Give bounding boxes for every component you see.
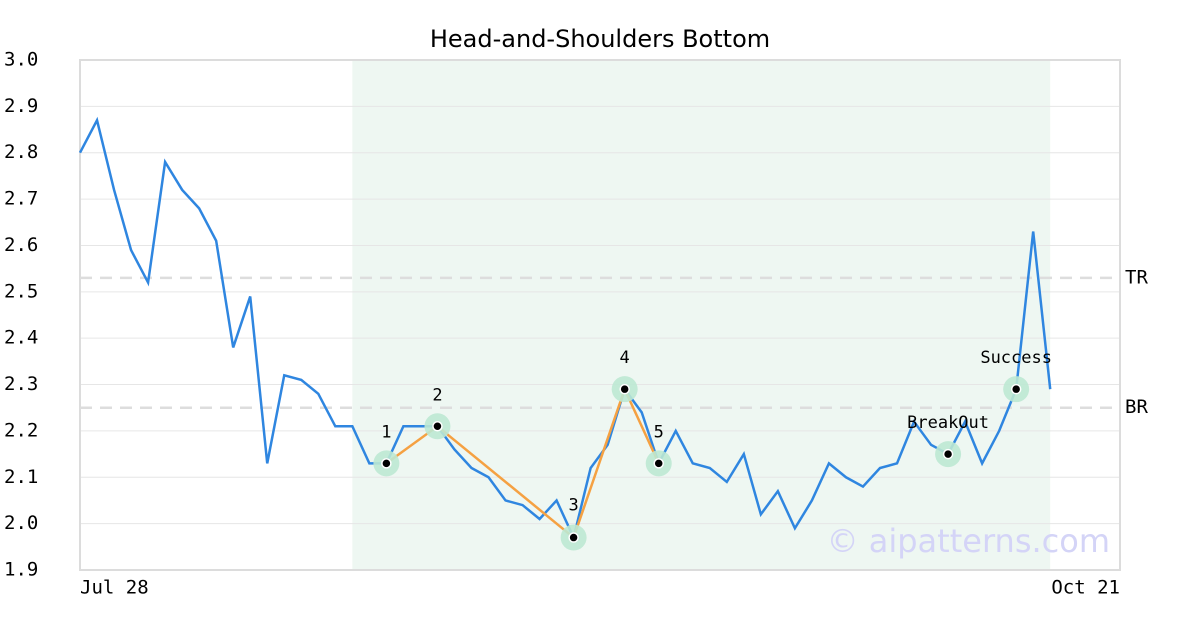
y-tick-label: 3.0 [4,49,38,71]
point-label: 3 [568,496,578,516]
level-label: BR [1125,396,1148,418]
y-tick-label: 2.6 [4,234,38,256]
point-marker [619,383,630,395]
x-tick-label: Oct 21 [1051,577,1120,599]
point-marker [1010,383,1022,395]
point-marker [381,458,392,469]
point-marker [653,458,664,469]
level-label: TR [1125,266,1148,288]
chart-title: Head-and-Shoulders Bottom [430,25,770,53]
x-tick-label: Jul 28 [80,577,149,599]
point-marker [942,448,954,460]
y-tick-label: 1.9 [4,559,38,581]
y-tick-label: 2.4 [4,327,38,349]
point-label: 1 [381,422,391,442]
y-tick-label: 2.2 [4,419,38,441]
point-label: 5 [654,422,664,442]
point-label: 4 [620,348,630,368]
y-tick-label: 2.5 [4,280,38,302]
point-label: Success [980,348,1052,368]
y-tick-label: 2.0 [4,512,38,534]
y-tick-label: 2.3 [4,373,38,395]
point-label: BreakOut [907,413,989,433]
plot-frame [79,59,1121,571]
pattern-region [352,60,1051,570]
point-marker [432,421,443,432]
point-marker [568,532,579,543]
price-line [78,116,1052,542]
y-tick-label: 2.8 [4,141,38,163]
y-tick-label: 2.7 [4,188,38,210]
point-label: 2 [432,385,442,405]
y-tick-label: 2.9 [4,95,38,117]
y-tick-label: 2.1 [4,466,38,488]
watermark: © aipatterns.com [827,522,1110,560]
